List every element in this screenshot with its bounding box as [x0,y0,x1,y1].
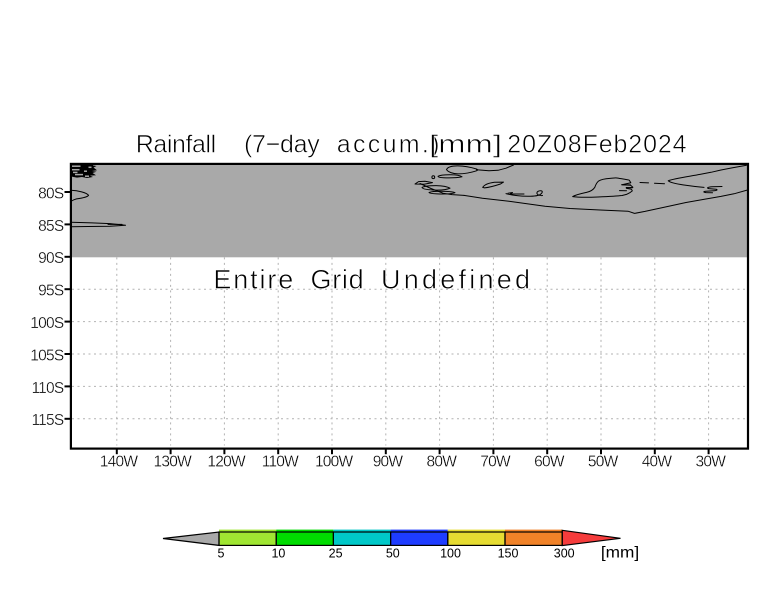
svg-text:[mm]: [mm] [601,544,639,561]
svg-text:130W: 130W [154,454,193,471]
svg-text:80S: 80S [38,185,64,202]
svg-text:20Z08Feb2024: 20Z08Feb2024 [507,131,687,159]
svg-text:Rainfall: Rainfall [136,131,216,159]
svg-text:90S: 90S [38,250,64,267]
svg-text:100: 100 [440,547,461,561]
svg-text:Entire: Entire [213,265,295,295]
svg-text:50W: 50W [588,454,619,471]
svg-text:90W: 90W [373,454,404,471]
svg-text:140W: 140W [100,454,139,471]
svg-text:accum.): accum.) [337,131,442,159]
svg-text:25: 25 [329,547,343,561]
svg-text:100W: 100W [315,454,354,471]
svg-text:105S: 105S [30,347,64,364]
svg-text:Grid: Grid [311,265,365,295]
svg-text:110S: 110S [31,380,63,397]
svg-text:110W: 110W [262,454,299,471]
svg-text:50: 50 [386,547,400,561]
svg-text:70W: 70W [480,454,511,471]
svg-text:100S: 100S [30,315,64,332]
svg-text:115S: 115S [31,412,63,429]
svg-text:60W: 60W [534,454,565,471]
svg-text:120W: 120W [207,454,246,471]
svg-text:80W: 80W [426,454,457,471]
svg-text:(7−day: (7−day [244,131,320,159]
svg-text:5: 5 [218,547,225,561]
svg-text:10: 10 [271,547,285,561]
svg-text:Undefined: Undefined [381,265,533,295]
svg-text:40W: 40W [642,454,673,471]
svg-text:85S: 85S [38,218,64,235]
svg-text:95S: 95S [38,283,64,300]
svg-text:300: 300 [554,547,575,561]
svg-text:30W: 30W [695,454,726,471]
svg-text:[mm]: [mm] [429,131,502,158]
svg-text:150: 150 [498,547,519,561]
